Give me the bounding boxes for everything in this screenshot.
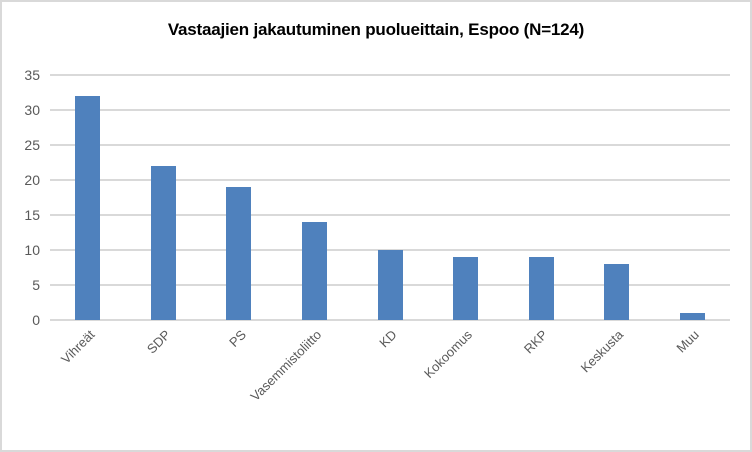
gridline-y35: [50, 74, 730, 76]
x-axis-category-label: PS: [225, 327, 249, 350]
bar-vihre-t: [75, 96, 101, 320]
y-axis-tick-label: 35: [24, 67, 40, 83]
bar-keskusta: [604, 264, 630, 320]
bar-kokoomus: [453, 257, 479, 320]
gridline-y30: [50, 109, 730, 111]
y-axis-tick-label: 30: [24, 102, 40, 118]
y-axis-tick-label: 5: [32, 277, 40, 293]
x-axis-category-label: Kokoomus: [421, 327, 476, 382]
x-axis-category-label: Keskusta: [577, 327, 627, 376]
gridline-y25: [50, 144, 730, 146]
y-axis-tick-label: 0: [32, 312, 40, 328]
gridline-y0: [50, 319, 730, 321]
chart-title: Vastaajien jakautuminen puolueittain, Es…: [167, 20, 585, 39]
x-axis-category-label: Muu: [673, 327, 702, 356]
x-axis-category-label: SDP: [143, 327, 173, 357]
bar-muu: [679, 313, 705, 320]
bar-sdp: [150, 166, 176, 320]
x-axis-category-label: RKP: [521, 327, 551, 357]
bar-rkp: [528, 257, 554, 320]
gridline-y15: [50, 214, 730, 216]
bar-ps: [226, 187, 252, 320]
x-axis-category-label: KD: [376, 327, 400, 351]
y-axis-tick-label: 10: [24, 242, 40, 258]
y-axis-tick-label: 15: [24, 207, 40, 223]
bar-vasemmistoliitto: [301, 222, 327, 320]
y-axis-tick-label: 20: [24, 172, 40, 188]
bar-kd: [377, 250, 403, 320]
x-axis-category-label: Vihreät: [57, 327, 98, 367]
y-axis-tick-label: 25: [24, 137, 40, 153]
gridline-y20: [50, 179, 730, 181]
x-axis-category-label: Vasemmistoliitto: [247, 327, 325, 404]
